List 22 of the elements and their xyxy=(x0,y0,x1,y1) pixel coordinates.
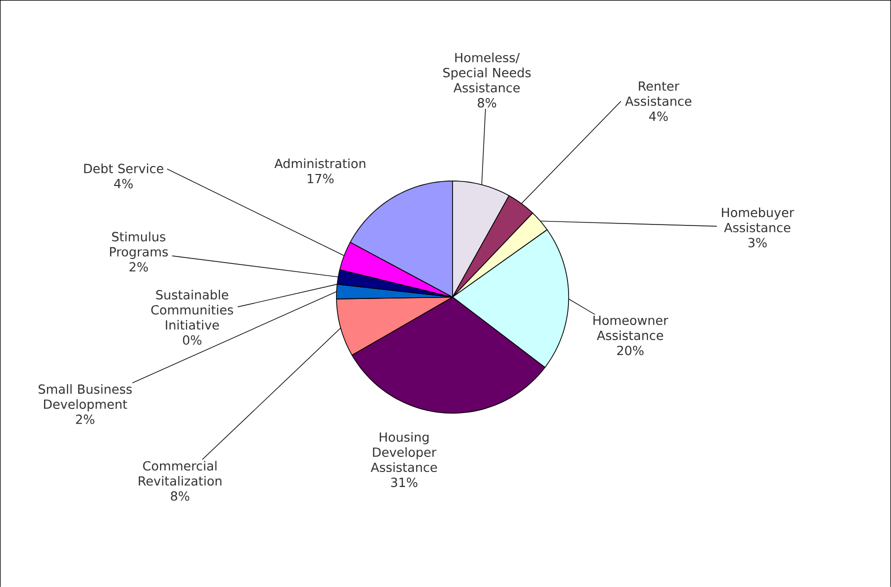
slice-label: Homeowner Assistance xyxy=(593,316,668,340)
data-label: 2% xyxy=(76,414,94,424)
slice-label: Stimulus Programs xyxy=(110,232,168,259)
text: 0% xyxy=(182,335,202,345)
slice-label: Renter Assistance xyxy=(625,81,692,106)
slice-label: Debt Service xyxy=(84,163,164,174)
data-label: 4% xyxy=(114,178,133,188)
slice-label: Small Business Development xyxy=(38,384,132,412)
slice-label: Homeless/ Special Needs Assistance xyxy=(443,52,531,92)
slice-label: Commercial Revitalization xyxy=(138,460,222,486)
category-label: Sustainable Communities Initiative xyxy=(151,290,234,330)
data-label: 8% xyxy=(478,98,496,108)
data-label: 3% xyxy=(748,238,767,248)
data-label: 8% xyxy=(170,491,190,501)
slice-label: Homebuyer Assistance xyxy=(722,207,794,232)
slice-label: Administration xyxy=(274,158,366,168)
data-label: 17% xyxy=(308,174,334,184)
data-label: 31% xyxy=(391,478,418,488)
data-label: 20% xyxy=(617,346,644,356)
slice-label: Housing Developer Assistance xyxy=(370,432,437,472)
data-label: 2% xyxy=(130,262,148,272)
data-label: 4% xyxy=(649,111,668,121)
